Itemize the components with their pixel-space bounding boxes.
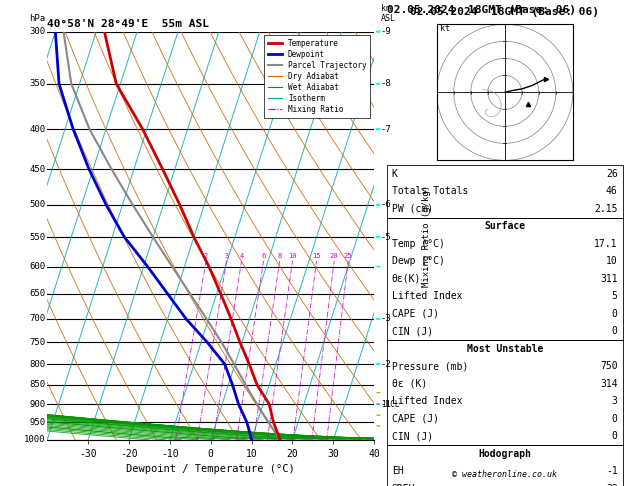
Text: 2: 2 xyxy=(204,253,208,259)
X-axis label: Dewpoint / Temperature (°C): Dewpoint / Temperature (°C) xyxy=(126,465,295,474)
Text: km
ASL: km ASL xyxy=(381,4,396,23)
Text: SREH: SREH xyxy=(392,484,415,486)
Text: 1LCL: 1LCL xyxy=(381,399,399,409)
Text: 15: 15 xyxy=(313,253,321,259)
Text: 10: 10 xyxy=(288,253,297,259)
Text: 350: 350 xyxy=(29,79,45,88)
Text: 800: 800 xyxy=(29,360,45,369)
Text: -7: -7 xyxy=(381,124,391,134)
Text: 450: 450 xyxy=(29,165,45,174)
Text: 400: 400 xyxy=(29,124,45,134)
Text: CIN (J): CIN (J) xyxy=(392,432,433,441)
Text: -6: -6 xyxy=(381,200,391,209)
Text: Surface: Surface xyxy=(484,222,525,231)
Text: 0: 0 xyxy=(612,414,618,424)
Text: 700: 700 xyxy=(29,314,45,323)
Text: 300: 300 xyxy=(29,27,45,36)
Text: Lifted Index: Lifted Index xyxy=(392,292,462,301)
Text: 46: 46 xyxy=(606,187,618,196)
Text: Mixing Ratio (g/kg): Mixing Ratio (g/kg) xyxy=(422,185,431,287)
Text: Dewp (°C): Dewp (°C) xyxy=(392,257,445,266)
Text: 26: 26 xyxy=(606,169,618,179)
Text: 314: 314 xyxy=(600,379,618,389)
Text: 3: 3 xyxy=(612,397,618,406)
Text: 10: 10 xyxy=(606,257,618,266)
Text: 5: 5 xyxy=(612,292,618,301)
Text: -9: -9 xyxy=(381,27,391,36)
Text: Hodograph: Hodograph xyxy=(478,449,532,459)
Text: K: K xyxy=(392,169,398,179)
Text: 1000: 1000 xyxy=(24,435,45,444)
Text: 500: 500 xyxy=(29,200,45,209)
Text: hPa: hPa xyxy=(29,15,45,23)
Text: -2: -2 xyxy=(381,360,391,369)
Text: Temp (°C): Temp (°C) xyxy=(392,239,445,249)
Text: © weatheronline.co.uk: © weatheronline.co.uk xyxy=(452,469,557,479)
Text: θε(K): θε(K) xyxy=(392,274,421,284)
Text: 6: 6 xyxy=(262,253,265,259)
Text: θε (K): θε (K) xyxy=(392,379,427,389)
Text: 2.15: 2.15 xyxy=(594,204,618,214)
Text: 3: 3 xyxy=(225,253,229,259)
Text: 950: 950 xyxy=(29,418,45,427)
Text: 850: 850 xyxy=(29,380,45,389)
Text: 650: 650 xyxy=(29,289,45,298)
Text: 750: 750 xyxy=(29,338,45,347)
Text: -5: -5 xyxy=(381,233,391,242)
Text: 02.05.2024  18GMT (Base: 06): 02.05.2024 18GMT (Base: 06) xyxy=(410,7,599,17)
Text: 0: 0 xyxy=(612,327,618,336)
Text: -1: -1 xyxy=(606,467,618,476)
Text: 550: 550 xyxy=(29,233,45,242)
Text: CAPE (J): CAPE (J) xyxy=(392,309,439,319)
Text: 600: 600 xyxy=(29,262,45,271)
Text: 32: 32 xyxy=(606,484,618,486)
Text: 40°58'N 28°49'E  55m ASL: 40°58'N 28°49'E 55m ASL xyxy=(47,19,209,30)
Text: -8: -8 xyxy=(381,79,391,88)
Text: Totals Totals: Totals Totals xyxy=(392,187,468,196)
Text: CIN (J): CIN (J) xyxy=(392,327,433,336)
Text: 750: 750 xyxy=(600,362,618,371)
Text: EH: EH xyxy=(392,467,404,476)
Text: CAPE (J): CAPE (J) xyxy=(392,414,439,424)
Text: kt: kt xyxy=(440,24,450,33)
Text: 25: 25 xyxy=(344,253,352,259)
Legend: Temperature, Dewpoint, Parcel Trajectory, Dry Adiabat, Wet Adiabat, Isotherm, Mi: Temperature, Dewpoint, Parcel Trajectory… xyxy=(264,35,370,118)
Text: Pressure (mb): Pressure (mb) xyxy=(392,362,468,371)
Text: Most Unstable: Most Unstable xyxy=(467,344,543,354)
Text: 4: 4 xyxy=(240,253,243,259)
Text: 0: 0 xyxy=(612,432,618,441)
Text: 17.1: 17.1 xyxy=(594,239,618,249)
Text: 311: 311 xyxy=(600,274,618,284)
Text: 20: 20 xyxy=(330,253,338,259)
Text: 900: 900 xyxy=(29,399,45,409)
Text: -1: -1 xyxy=(381,399,391,409)
Text: Lifted Index: Lifted Index xyxy=(392,397,462,406)
Text: 02.05.2024  18GMT (Base: 06): 02.05.2024 18GMT (Base: 06) xyxy=(387,4,576,15)
Text: 8: 8 xyxy=(277,253,282,259)
Text: 0: 0 xyxy=(612,309,618,319)
Text: PW (cm): PW (cm) xyxy=(392,204,433,214)
Text: -3: -3 xyxy=(381,314,391,323)
